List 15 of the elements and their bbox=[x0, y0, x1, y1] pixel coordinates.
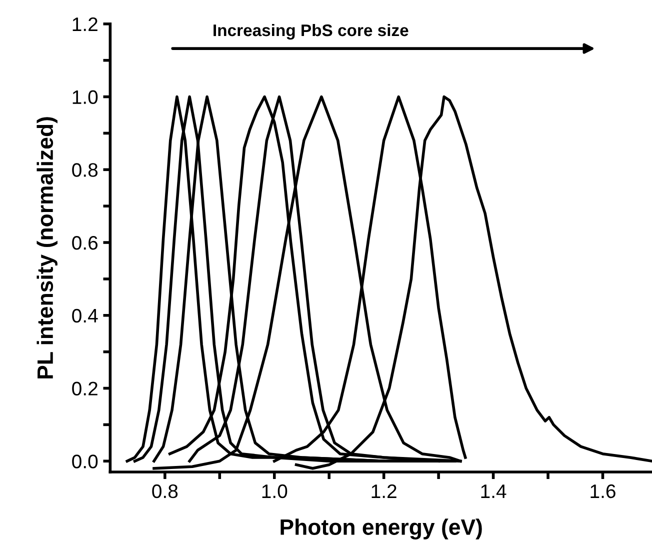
y-tick-label: 0.6 bbox=[72, 236, 98, 250]
x-axis-title: Photon energy (eV) bbox=[280, 518, 482, 540]
x-tick-label: 1.0 bbox=[262, 484, 288, 498]
x-tick-label: 1.2 bbox=[372, 484, 396, 498]
y-axis-title: PL intensity (normalized) bbox=[36, 117, 58, 378]
annotation: Increasing PbS core size bbox=[214, 24, 408, 40]
x-tick-label: 1.6 bbox=[590, 484, 616, 498]
y-tick-label: 0.8 bbox=[72, 163, 98, 177]
y-tick-label: 1.0 bbox=[72, 90, 98, 104]
y-tick-label: 0.4 bbox=[72, 308, 98, 323]
x-tick-label: 0.8 bbox=[152, 484, 178, 498]
y-tick-label: 0.2 bbox=[72, 382, 98, 396]
y-tick-label: 0.0 bbox=[72, 454, 98, 468]
x-tick-label: 1.4 bbox=[481, 484, 506, 498]
y-tick-label: 1.2 bbox=[72, 17, 98, 31]
